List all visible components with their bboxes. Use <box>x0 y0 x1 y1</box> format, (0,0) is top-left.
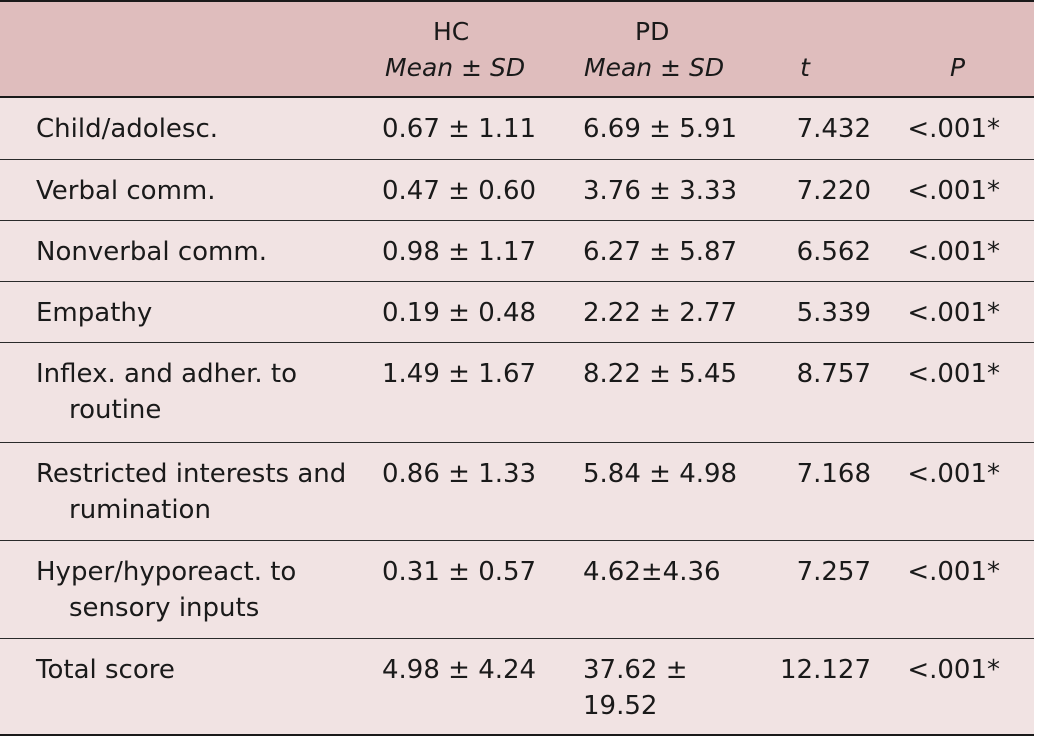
table-row: Total score 4.98 ± 4.24 37.62 ± 19.52 12… <box>0 638 1034 736</box>
cell-p: <.001* <box>881 442 1034 541</box>
cell-t: 7.168 <box>759 442 881 541</box>
row-label-text: Restricted interests and rumination <box>36 458 347 525</box>
header-pd-group: PD <box>635 17 670 46</box>
row-label-text: Empathy <box>36 297 153 328</box>
cell-p: <.001* <box>881 638 1034 736</box>
header-hc-group: HC <box>433 17 470 46</box>
table-row: Hyper/hyporeact. to sensory inputs 0.31 … <box>0 540 1034 639</box>
cell-hc: 0.19 ± 0.48 <box>363 281 560 343</box>
cell-p: <.001* <box>881 342 1034 443</box>
cell-t: 7.257 <box>759 540 881 639</box>
row-label: Total score <box>0 638 363 736</box>
cell-pd: 6.69 ± 5.91 <box>560 97 759 160</box>
row-label-text: Verbal comm. <box>36 175 216 206</box>
table-header-row: HC Mean ± SD PD Mean ± SD t P <box>0 0 1034 98</box>
row-label: Hyper/hyporeact. to sensory inputs <box>0 540 363 639</box>
row-label-text: Total score <box>36 654 175 685</box>
cell-hc: 0.47 ± 0.60 <box>363 159 560 221</box>
cell-p: <.001* <box>881 281 1034 343</box>
cell-pd: 6.27 ± 5.87 <box>560 220 759 282</box>
cell-hc: 0.31 ± 0.57 <box>363 540 560 639</box>
cell-pd: 4.62±4.36 <box>560 540 759 639</box>
cell-t: 7.220 <box>759 159 881 221</box>
row-label-text: Child/adolesc. <box>36 114 219 144</box>
cell-pd: 3.76 ± 3.33 <box>560 159 759 221</box>
row-label: Restricted interests and rumination <box>0 442 363 541</box>
cell-p: <.001* <box>881 220 1034 282</box>
cell-t: 6.562 <box>759 220 881 282</box>
header-hc-subtitle: Mean ± SD <box>385 53 526 82</box>
cell-pd: 5.84 ± 4.98 <box>560 442 759 541</box>
cell-pd: 8.22 ± 5.45 <box>560 342 759 443</box>
row-label: Nonverbal comm. <box>0 220 363 282</box>
table-row: Empathy 0.19 ± 0.48 2.22 ± 2.77 5.339 <.… <box>0 281 1034 343</box>
table-row: Inflex. and adher. to routine 1.49 ± 1.6… <box>0 342 1034 443</box>
header-pd-subtitle: Mean ± SD <box>584 53 725 82</box>
cell-t: 5.339 <box>759 281 881 343</box>
cell-p: <.001* <box>881 159 1034 221</box>
cell-hc: 4.98 ± 4.24 <box>363 638 560 736</box>
cell-p: <.001* <box>881 540 1034 639</box>
cell-hc: 1.49 ± 1.67 <box>363 342 560 443</box>
header-t-statistic: t <box>759 0 881 98</box>
row-label: Inflex. and adher. to routine <box>0 342 363 443</box>
row-label: Verbal comm. <box>0 159 363 221</box>
cell-hc: 0.86 ± 1.33 <box>363 442 560 541</box>
row-label-text: Nonverbal comm. <box>36 236 267 267</box>
table-row: Child/adolesc. 0.67 ± 1.11 6.69 ± 5.91 7… <box>0 97 1034 160</box>
header-hc: HC Mean ± SD <box>363 0 560 98</box>
cell-p: <.001* <box>881 97 1034 160</box>
cell-t: 8.757 <box>759 342 881 443</box>
cell-pd: 2.22 ± 2.77 <box>560 281 759 343</box>
cell-t: 7.432 <box>759 97 881 160</box>
header-p-value: P <box>881 0 1034 98</box>
cell-hc: 0.67 ± 1.11 <box>363 97 560 160</box>
row-label-text: Hyper/hyporeact. to sensory inputs <box>36 556 297 623</box>
table-row: Restricted interests and rumination 0.86… <box>0 442 1034 541</box>
table-row: Verbal comm. 0.47 ± 0.60 3.76 ± 3.33 7.2… <box>0 159 1034 221</box>
cell-pd: 37.62 ± 19.52 <box>560 638 759 736</box>
cell-t: 12.127 <box>759 638 881 736</box>
header-label-column <box>0 0 363 98</box>
table-row: Nonverbal comm. 0.98 ± 1.17 6.27 ± 5.87 … <box>0 220 1034 282</box>
row-label: Empathy <box>0 281 363 343</box>
row-label-text: Inflex. and adher. to routine <box>36 358 298 425</box>
row-label: Child/adolesc. <box>0 97 363 160</box>
header-pd: PD Mean ± SD <box>560 0 759 98</box>
cell-hc: 0.98 ± 1.17 <box>363 220 560 282</box>
